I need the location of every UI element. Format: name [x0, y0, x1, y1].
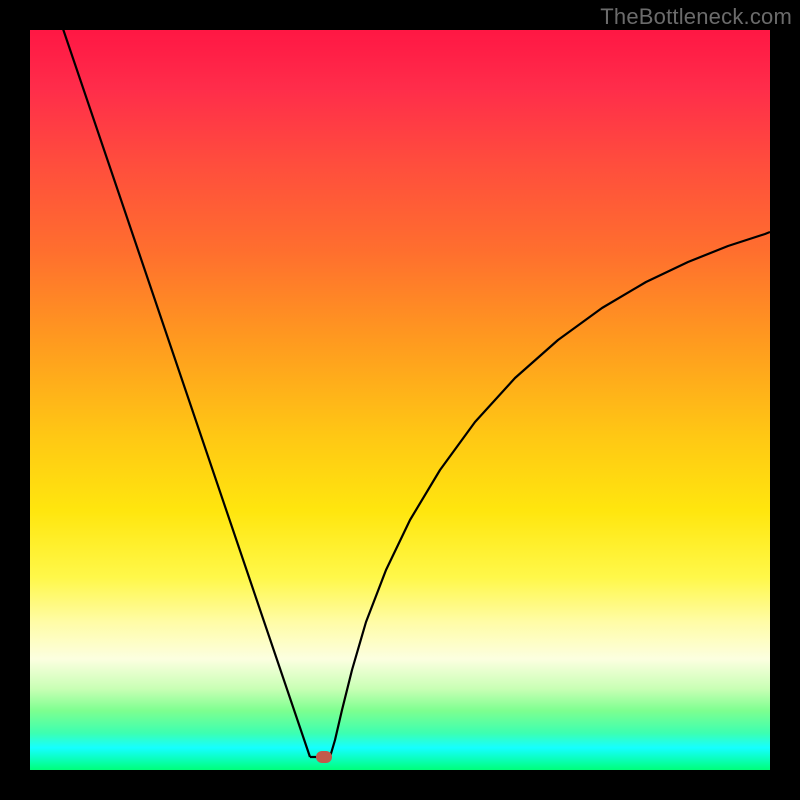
minimum-marker	[316, 751, 332, 763]
curve-left-branch	[60, 30, 310, 757]
watermark-text: TheBottleneck.com	[600, 4, 792, 30]
chart-frame: TheBottleneck.com	[0, 0, 800, 800]
bottleneck-curve	[30, 30, 770, 770]
curve-right-branch	[330, 232, 770, 757]
plot-area	[30, 30, 770, 770]
